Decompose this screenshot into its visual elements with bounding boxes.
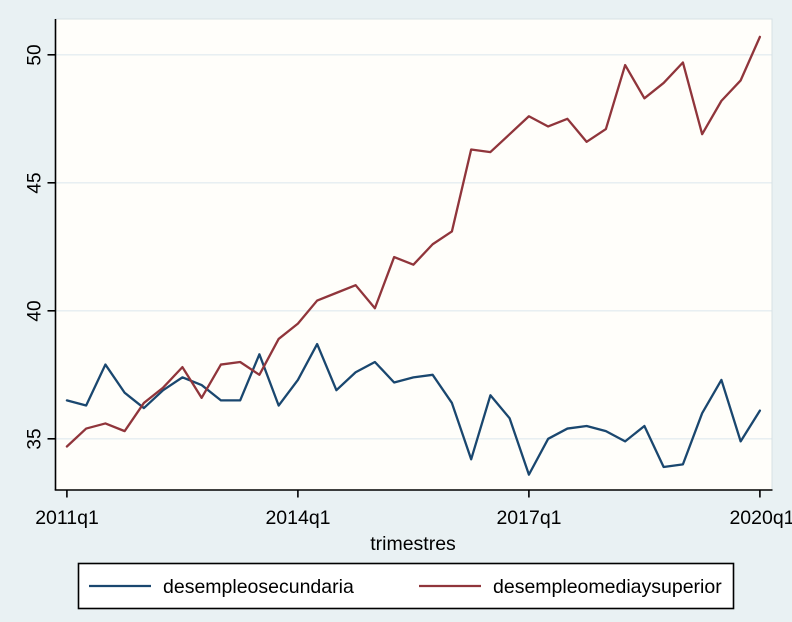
y-tick-label: 45	[25, 172, 46, 193]
legend-label-secundaria: desempleosecundaria	[163, 576, 354, 598]
x-tick-label: 2014q1	[265, 507, 330, 529]
x-axis-title: trimestres	[370, 533, 456, 555]
data-series	[65, 35, 762, 476]
x-tick-label: 2011q1	[35, 507, 99, 529]
tick-marks	[47, 53, 761, 498]
plot-area	[55, 18, 773, 491]
x-tick-label: 2020q1	[729, 507, 792, 529]
legend: desempleosecundaria desempleomediaysuper…	[77, 562, 735, 610]
gridlines	[56, 54, 772, 440]
y-tick-label: 50	[25, 44, 46, 65]
x-tick-labels: 2011q1 2014q1 2017q1 2020q1	[35, 507, 792, 529]
x-tick-label: 2017q1	[496, 507, 561, 529]
y-tick-labels: 35 40 45 50	[25, 44, 46, 449]
y-tick-label: 40	[25, 300, 46, 321]
line-desempleomediaysuperior	[65, 35, 762, 448]
line-desempleosecundaria	[65, 342, 762, 476]
legend-label-mediaysuperior: desempleomediaysuperior	[493, 576, 722, 598]
legend-box	[77, 562, 735, 610]
y-tick-label: 35	[25, 428, 46, 449]
axes	[54, 19, 773, 491]
